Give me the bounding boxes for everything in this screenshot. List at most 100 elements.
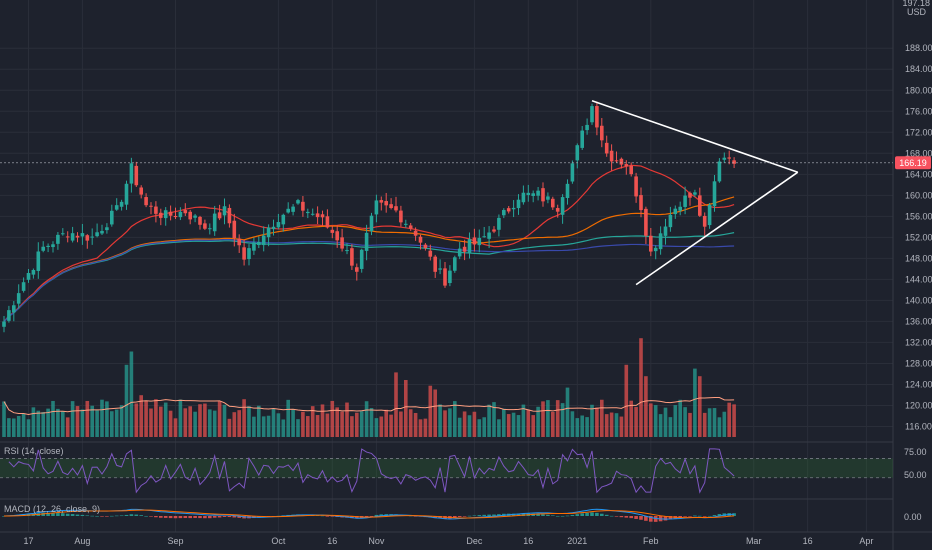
candle-body — [399, 210, 403, 223]
price-tick-label: 172.00 — [905, 127, 932, 137]
volume-bar — [16, 416, 21, 437]
volume-bar — [653, 405, 658, 437]
volume-bar — [154, 399, 158, 437]
candle-body — [149, 205, 153, 207]
macd-histogram-bar — [413, 516, 418, 517]
volume-bar — [497, 419, 501, 437]
volume-bar — [301, 411, 305, 437]
candle-body — [163, 210, 168, 219]
volume-bar — [506, 414, 511, 437]
macd-histogram-bar — [604, 514, 609, 516]
candle-body — [546, 196, 550, 200]
candle-body — [600, 125, 604, 141]
volume-bar — [232, 412, 237, 437]
volume-bar — [325, 413, 330, 437]
triangle-lower-line[interactable] — [635, 171, 799, 286]
volume-bar — [698, 376, 702, 437]
candle-body — [712, 181, 717, 207]
candle-body — [105, 227, 109, 231]
volume-bar — [134, 403, 139, 437]
candle-body — [702, 215, 707, 227]
macd-histogram-bar — [325, 516, 330, 517]
candle-body — [355, 267, 359, 272]
macd-histogram-bar — [193, 516, 197, 518]
candle-body — [65, 236, 70, 238]
date-label: 16 — [327, 536, 337, 546]
macd-histogram-bar — [208, 516, 212, 519]
macd-histogram-bar — [693, 515, 697, 517]
volume-bar — [26, 419, 31, 437]
candle-body — [232, 220, 237, 239]
volume-bar — [521, 404, 526, 437]
candle-body — [75, 235, 80, 238]
candle-body — [61, 233, 65, 235]
volume-bar — [399, 411, 403, 437]
candle-body — [443, 268, 447, 286]
volume-bar — [31, 407, 36, 437]
candle-body — [590, 106, 594, 123]
volume-bar — [428, 385, 433, 437]
volume-bar — [502, 408, 506, 437]
candle-body — [384, 201, 388, 206]
macd-histogram-bar — [95, 515, 99, 517]
macd-histogram-bar — [663, 516, 668, 521]
candle-body — [320, 214, 325, 218]
macd-histogram-bar — [222, 516, 227, 517]
candle-body — [683, 195, 687, 207]
volume-bar — [394, 372, 398, 437]
candle-body — [526, 192, 531, 196]
price-axis[interactable]: 197.18 USD 188.00 184.00 180.00 176.00 172.0… — [902, 0, 932, 431]
candle-body — [2, 321, 6, 327]
macd-histogram-bar — [355, 516, 359, 519]
macd-histogram-bar — [134, 514, 139, 516]
volume-bar — [438, 404, 442, 437]
volume-bar — [369, 408, 374, 437]
macd-histogram-bar — [119, 515, 124, 517]
moving-averages — [3, 164, 735, 323]
macd-histogram-bar — [85, 515, 90, 517]
volume-bar — [448, 408, 452, 437]
volume-bar — [65, 417, 70, 437]
macd-histogram-bar — [477, 515, 482, 516]
macd-histogram-bar — [678, 516, 682, 518]
volume-bar — [359, 411, 364, 437]
macd-histogram-bar — [183, 516, 188, 519]
volume-bar — [80, 409, 85, 437]
volume-bar — [516, 415, 521, 437]
candle-body — [467, 239, 472, 253]
candle-body — [237, 238, 241, 246]
candle-body — [639, 195, 643, 211]
macd-histogram-bar — [237, 516, 241, 518]
price-tick-label: 144.00 — [905, 274, 932, 284]
candle-body — [183, 210, 188, 214]
candle-body — [472, 237, 477, 245]
date-label: Sep — [167, 536, 183, 546]
volume-bar — [149, 408, 153, 437]
rsi-tick-75: 75.00 — [904, 447, 927, 457]
candle-body — [16, 293, 21, 304]
volume-bar — [555, 400, 560, 437]
volume-bar — [41, 412, 45, 437]
date-label: Mar — [746, 536, 762, 546]
rsi-band — [0, 458, 893, 478]
candle-body — [124, 183, 129, 205]
volume-bar — [335, 407, 339, 437]
macd-histogram-bar — [80, 514, 85, 516]
rsi-pane-label[interactable]: RSI (14, close) — [4, 446, 64, 456]
volume-bar — [712, 408, 717, 437]
macd-pane-label[interactable]: MACD (12, 26, close, 9) — [4, 504, 100, 514]
macd-histogram-bar — [227, 516, 232, 518]
date-axis[interactable]: 17 Aug Sep Oct 16 Nov Dec 16 2021 Feb Mar 16 Apr — [23, 536, 873, 546]
macd-histogram-bar — [482, 514, 486, 516]
volume-bar — [668, 417, 673, 437]
volume-bar — [570, 411, 575, 437]
volume-bar — [732, 404, 736, 437]
price-tick-label: 116.00 — [905, 421, 932, 431]
volume-bar — [717, 417, 722, 437]
candle-body — [732, 160, 736, 164]
candle-body — [276, 222, 281, 228]
triangle-upper-line[interactable] — [591, 100, 799, 173]
macd-histogram-bar — [629, 516, 633, 519]
candle-body — [7, 310, 11, 321]
